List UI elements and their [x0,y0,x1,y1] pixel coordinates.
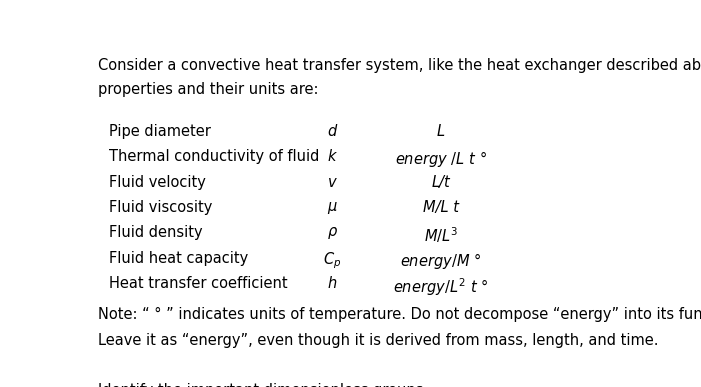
Text: $\rho$: $\rho$ [327,225,338,241]
Text: k: k [328,149,336,164]
Text: $\mu$: $\mu$ [327,200,337,216]
Text: $C_p$: $C_p$ [323,250,341,271]
Text: Leave it as “energy”, even though it is derived from mass, length, and time.: Leave it as “energy”, even though it is … [98,332,659,348]
Text: Fluid density: Fluid density [109,225,203,240]
Text: Fluid heat capacity: Fluid heat capacity [109,250,249,265]
Text: Thermal conductivity of fluid: Thermal conductivity of fluid [109,149,320,164]
Text: M/L t: M/L t [423,200,458,215]
Text: h: h [327,276,336,291]
Text: Heat transfer coefficient: Heat transfer coefficient [109,276,288,291]
Text: $energy/L^2\ t\ °$: $energy/L^2\ t\ °$ [393,276,489,298]
Text: Note: “ ° ” indicates units of temperature. Do not decompose “energy” into its f: Note: “ ° ” indicates units of temperatu… [98,307,701,322]
Text: Consider a convective heat transfer system, like the heat exchanger described ab: Consider a convective heat transfer syst… [98,58,701,74]
Text: Pipe diameter: Pipe diameter [109,124,211,139]
Text: Fluid velocity: Fluid velocity [109,175,206,190]
Text: L/t: L/t [431,175,450,190]
Text: $M/L^3$: $M/L^3$ [423,225,458,245]
Text: d: d [327,124,336,139]
Text: $energy\ /L\ t\ °$: $energy\ /L\ t\ °$ [395,149,486,169]
Text: v: v [328,175,336,190]
Text: Identify the important dimensionless groups.: Identify the important dimensionless gro… [98,383,433,387]
Text: Fluid viscosity: Fluid viscosity [109,200,212,215]
Text: properties and their units are:: properties and their units are: [98,82,319,97]
Text: $energy/M\ °$: $energy/M\ °$ [400,250,482,271]
Text: L: L [437,124,445,139]
